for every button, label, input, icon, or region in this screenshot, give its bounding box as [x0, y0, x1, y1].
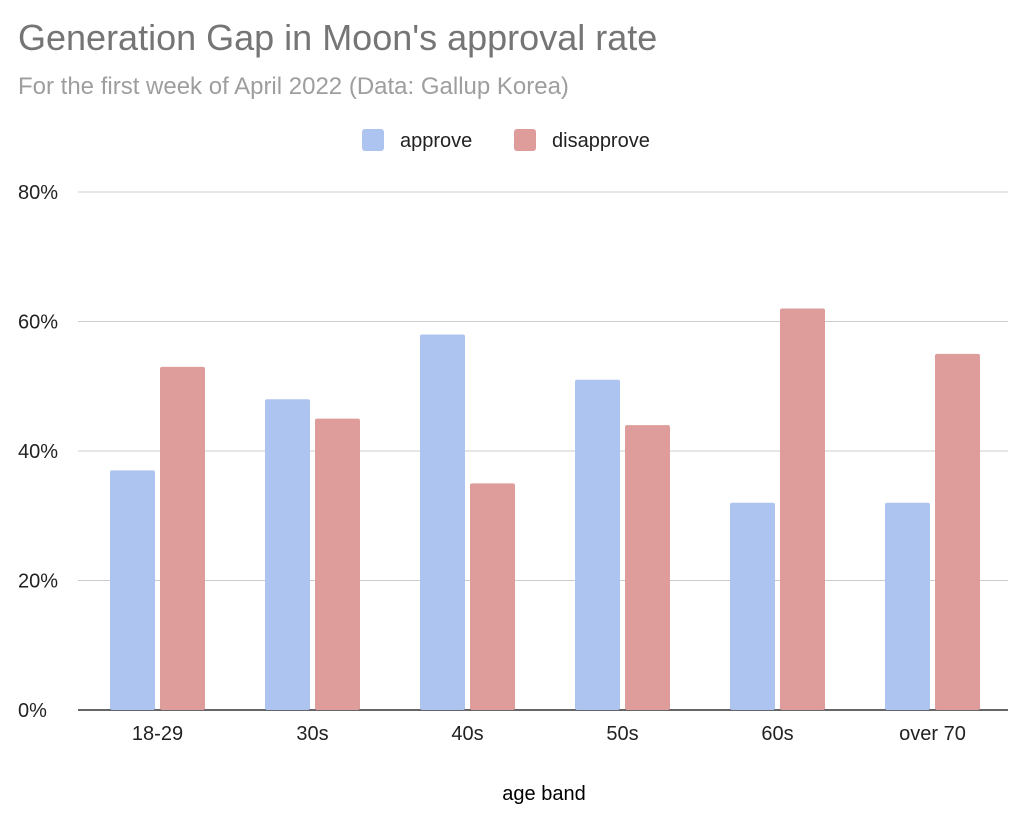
x-tick-label: 50s [606, 723, 638, 745]
x-tick-label: 60s [761, 723, 793, 745]
chart-subtitle: For the first week of April 2022 (Data: … [18, 73, 569, 100]
bar-disapprove-over-70 [935, 353, 980, 710]
bar-approve-18-29 [110, 470, 155, 710]
chart-title: Generation Gap in Moon's approval rate [18, 17, 657, 58]
x-tick-label: 18-29 [132, 723, 183, 745]
bar-disapprove-40s [470, 483, 515, 710]
y-tick-label: 40% [18, 441, 58, 463]
bar-disapprove-18-29 [160, 366, 205, 710]
x-tick-label: 40s [451, 723, 483, 745]
bar-approve-50s [575, 379, 620, 710]
x-tick-label: 30s [296, 723, 328, 745]
bar-approve-over-70 [885, 502, 930, 710]
legend-swatch-disapprove [514, 129, 536, 151]
bar-approve-60s [730, 502, 775, 710]
y-tick-label: 20% [18, 571, 58, 593]
bar-disapprove-60s [780, 308, 825, 710]
gridlines: 0% 20% 40% 60% 80% [18, 182, 1008, 722]
bar-approve-30s [265, 399, 310, 710]
y-tick-label: 0% [18, 700, 47, 722]
legend: approve disapprove [362, 129, 650, 152]
x-tick-labels: 18-29 30s 40s 50s 60s over 70 [132, 723, 966, 745]
y-tick-label: 60% [18, 312, 58, 334]
x-tick-label: over 70 [899, 723, 966, 745]
bars [110, 308, 980, 710]
x-axis-title: age band [502, 783, 585, 805]
bar-disapprove-30s [315, 418, 360, 710]
bar-approve-40s [420, 334, 465, 710]
legend-swatch-approve [362, 129, 384, 151]
legend-label-disapprove: disapprove [552, 130, 650, 152]
y-tick-label: 80% [18, 182, 58, 204]
legend-label-approve: approve [400, 130, 472, 152]
bar-disapprove-50s [625, 425, 670, 710]
